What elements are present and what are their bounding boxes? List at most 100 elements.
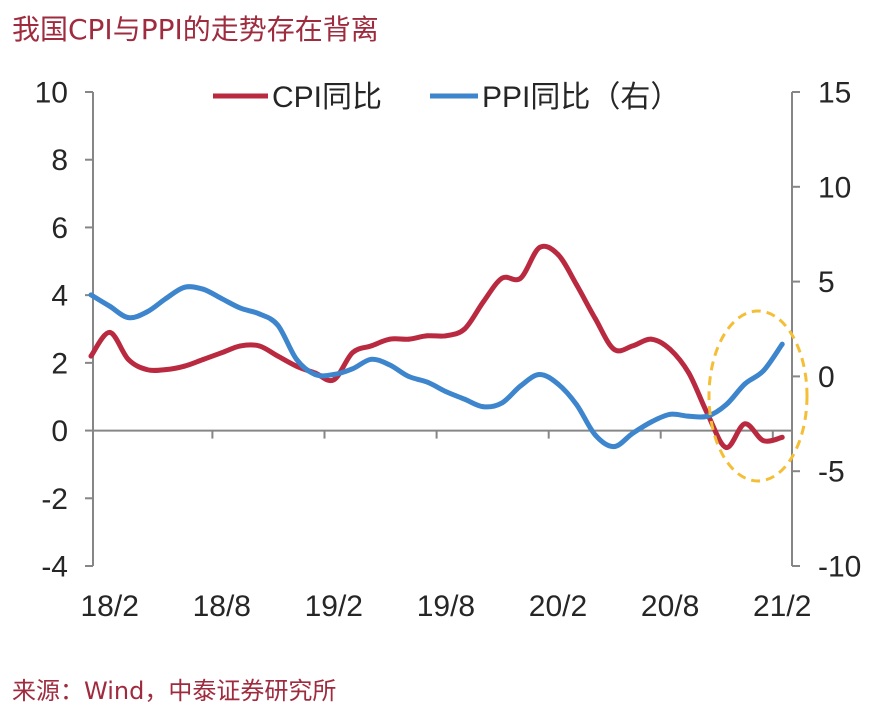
cpi-data-point [387, 336, 393, 342]
x-axis-tick-label: 20/8 [641, 590, 699, 623]
ppi-data-point [443, 389, 449, 394]
ppi-data-point [555, 381, 561, 387]
legend: CPI同比 PPI同比（右） [213, 81, 680, 114]
left-axis-tick-label: 8 [51, 144, 68, 177]
cpi-data-point [742, 421, 748, 427]
cpi-data-point [723, 445, 729, 450]
left-axis-tick-label: 0 [51, 415, 68, 448]
ppi-data-point [406, 374, 411, 379]
x-axis-tick-label: 21/2 [753, 590, 811, 623]
ppi-data-point [88, 292, 94, 298]
ppi-data-point [630, 430, 636, 436]
ppi-data-point [182, 284, 187, 290]
ppi-data-point [462, 396, 467, 402]
right-axis-tick-label: 15 [818, 77, 851, 110]
ppi-data-point [611, 444, 617, 449]
cpi-data-point [536, 245, 542, 251]
left-axis-tick-label: 10 [35, 77, 68, 110]
cpi-data-point [350, 350, 355, 356]
cpi-data-point [200, 357, 206, 362]
cpi-data-point [443, 333, 449, 339]
ppi-data-point [779, 341, 785, 347]
ppi-data-point [574, 402, 580, 408]
cpi-data-point [125, 357, 131, 362]
cpi-data-point [686, 370, 692, 376]
cpi-data-point [649, 336, 654, 342]
ppi-data-point [761, 368, 766, 374]
right-axis-tick-label: -10 [818, 551, 861, 584]
left-axis-tick-label: -4 [41, 551, 68, 584]
cpi-series-line [88, 243, 785, 450]
x-axis: 18/2 18/8 19/2 19/8 20/2 20/8 21/2 [81, 430, 811, 623]
ppi-data-point [238, 305, 243, 311]
ppi-data-point [593, 432, 598, 438]
ppi-data-point [723, 402, 729, 408]
chart-title: 我国CPI与PPI的走势存在背离 [12, 13, 379, 46]
legend-item-ppi: PPI同比（右） [430, 81, 680, 114]
ppi-series-line [88, 284, 785, 450]
right-axis-tick-label: 10 [818, 171, 851, 204]
x-axis-tick-label: 19/8 [417, 590, 475, 623]
left-y-axis: 10 8 6 4 2 0 -2 -4 [35, 77, 93, 584]
ppi-data-point [144, 309, 150, 315]
ppi-data-point [480, 404, 486, 410]
ppi-data-point [294, 356, 299, 362]
x-axis-tick-label: 18/8 [193, 590, 251, 623]
right-axis-tick-label: 0 [818, 361, 835, 394]
ppi-data-point [649, 419, 654, 425]
cpi-series [88, 243, 785, 450]
cpi-data-point [480, 299, 486, 305]
cpi-data-point [593, 316, 598, 322]
ppi-data-point [387, 362, 393, 368]
ppi-data-point [256, 311, 262, 317]
cpi-data-point [238, 343, 243, 349]
left-axis-tick-label: -2 [41, 483, 68, 516]
ppi-data-point [275, 322, 281, 328]
cpi-data-point [424, 333, 430, 339]
cpi-data-point [779, 434, 785, 440]
source-note: 来源：Wind，中泰证券研究所 [12, 677, 336, 705]
ppi-data-point [667, 411, 673, 417]
right-y-axis: 15 10 5 0 -5 -10 [792, 77, 861, 584]
ppi-data-point [312, 372, 318, 377]
ppi-data-point [163, 296, 169, 302]
left-axis-tick-label: 2 [51, 347, 68, 380]
cpi-data-point [107, 330, 113, 335]
x-axis-tick-label: 20/2 [529, 590, 587, 623]
ppi-data-point [219, 296, 225, 302]
cpi-data-point [163, 367, 169, 372]
cpi-data-point [182, 363, 187, 369]
cpi-data-point [219, 350, 225, 356]
cpi-data-point [574, 282, 580, 288]
left-axis-tick-label: 4 [51, 280, 68, 313]
ppi-data-point [107, 303, 113, 309]
cpi-data-point [294, 363, 299, 369]
cpi-data-point [630, 343, 636, 349]
cpi-data-point [555, 252, 561, 257]
divergence-highlight-ellipse [707, 309, 809, 483]
cpi-data-point [275, 353, 281, 359]
ppi-data-point [536, 372, 542, 377]
ppi-data-point [518, 383, 523, 389]
legend-label-ppi: PPI同比（右） [482, 81, 680, 114]
cpi-data-point [611, 346, 617, 352]
ppi-data-point [125, 315, 131, 320]
cpi-data-point [256, 343, 262, 349]
ppi-series [88, 284, 785, 450]
cpi-data-point [368, 343, 374, 349]
ppi-data-point [424, 379, 430, 385]
series [88, 243, 785, 450]
axes [92, 92, 793, 566]
cpi-data-point [499, 275, 505, 281]
ppi-data-point [368, 356, 374, 362]
cpi-data-point [518, 275, 523, 281]
cpi-data-point [761, 438, 766, 444]
left-axis-tick-label: 6 [51, 212, 68, 245]
ppi-data-point [686, 413, 692, 419]
x-axis-tick-label: 18/2 [81, 590, 139, 623]
right-axis-tick-label: 5 [818, 266, 835, 299]
cpi-data-point [667, 346, 673, 352]
ppi-data-point [742, 381, 748, 387]
ppi-data-point [499, 400, 505, 406]
